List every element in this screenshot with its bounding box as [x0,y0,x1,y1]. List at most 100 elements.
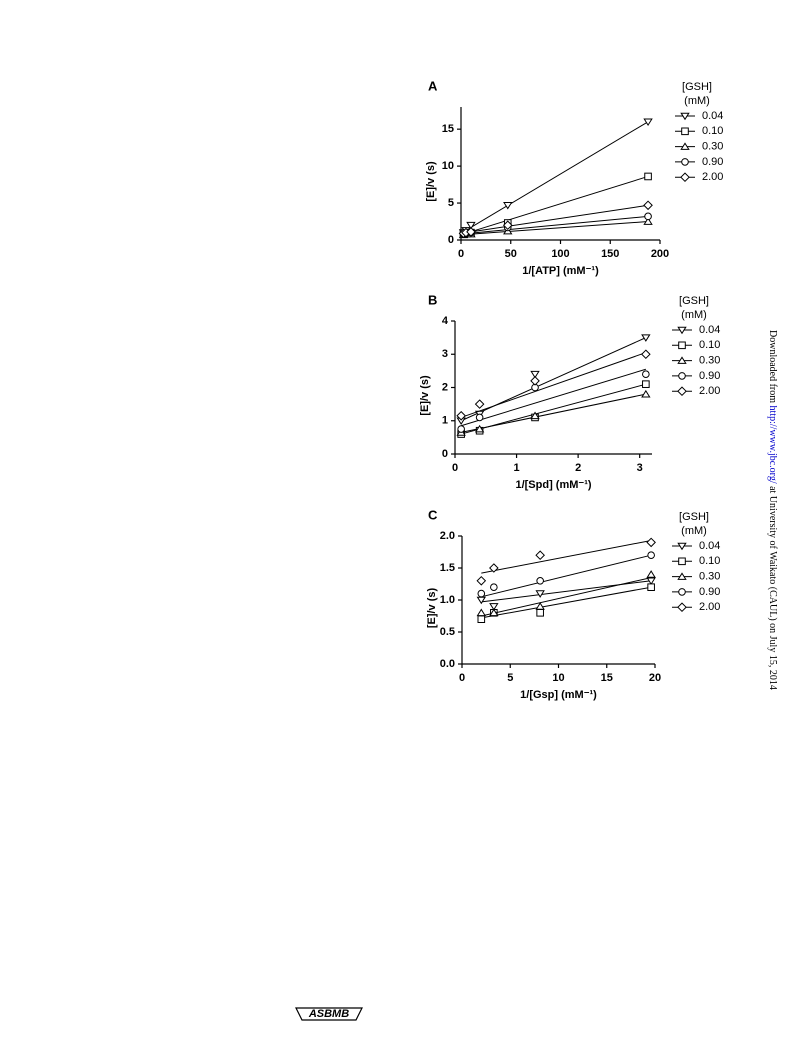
x-tick-label: 5 [507,672,513,684]
data-point [466,221,476,230]
data-point [466,227,476,237]
fit-line [460,221,649,236]
data-point [530,376,540,386]
y-tick-label: 1.0 [440,594,455,606]
legend-marker [677,356,687,364]
data-point [502,220,513,231]
data-point [489,563,499,573]
download-prefix: Downloaded from [767,330,778,406]
data-point [535,550,545,561]
legend-marker [678,557,686,566]
y-tick-label: 0.0 [440,658,455,670]
logo-text: ASBMB [308,1008,349,1020]
legend-label: 0.10 [699,339,720,351]
legend-title: (mM) [681,309,707,321]
download-note: Downloaded from http://www.jbc.org/ at U… [767,330,778,690]
y-tick-label: 3 [442,348,448,360]
fit-line [460,337,647,422]
x-tick-label: 2 [575,462,581,474]
data-point [647,551,655,560]
legend-marker [678,372,686,380]
legend-title: (mM) [684,95,710,107]
data-point [477,589,486,598]
logo-frame [295,1007,363,1021]
legend-label: 0.04 [702,110,723,122]
y-tick-label: 0 [448,234,454,246]
fit-line [481,586,652,619]
y-axis-label: [E]/v (s) [426,587,438,628]
data-point [476,575,487,586]
data-point [644,212,652,221]
legend-label: 0.30 [699,355,720,367]
fit-line [461,393,646,433]
legend-title: [GSH] [682,81,712,93]
download-suffix: at University of Waikato (CAUL) on July … [767,484,778,690]
data-point [641,334,651,342]
x-tick-label: 10 [552,672,564,684]
fit-line [461,368,646,427]
legend-marker [680,112,690,121]
data-point [474,399,485,409]
panel-label: A [428,78,438,93]
data-point [646,570,656,578]
data-point [476,596,487,605]
legend-marker [677,572,687,580]
y-tick-label: 10 [442,160,454,172]
panel-label: C [428,507,438,522]
fit-line [460,204,649,234]
data-point [456,410,466,421]
legend-label: 0.10 [702,125,723,137]
y-axis-label: [E]/v (s) [425,161,437,202]
x-tick-label: 100 [551,248,569,260]
data-point [490,583,498,592]
legend-title: (mM) [681,525,707,537]
data-point [647,583,655,592]
data-point [476,608,487,617]
data-point [535,590,545,598]
y-tick-label: 0 [442,448,448,460]
x-tick-label: 20 [649,672,661,684]
legend-marker [678,341,686,350]
legend-label: 0.30 [702,141,723,153]
data-point [646,537,656,548]
data-point [642,370,650,379]
data-point [536,609,544,617]
legend-marker [681,127,689,136]
data-point [641,349,651,360]
data-point [530,411,540,420]
data-point [642,380,650,388]
data-point [643,118,653,127]
data-point [475,413,484,422]
x-tick-label: 1 [514,462,520,474]
x-tick-label: 0 [452,462,458,474]
legend-label: 2.00 [702,171,723,183]
data-point [535,602,545,610]
y-tick-label: 2.0 [440,530,455,542]
fit-line [460,215,649,235]
x-tick-label: 0 [459,672,465,684]
y-tick-label: 1.5 [440,562,455,574]
fit-line [481,539,652,574]
y-tick-label: 0.5 [440,626,455,638]
legend-label: 0.04 [699,324,720,336]
data-point [503,201,513,210]
fit-line [481,554,652,598]
legend-label: 2.00 [699,601,720,613]
legend-marker [677,326,687,335]
x-tick-label: 200 [651,248,669,260]
download-link[interactable]: http://www.jbc.org/ [767,406,778,484]
legend-label: 0.04 [699,540,720,552]
data-point [643,217,653,225]
x-axis-label: 1/[ATP] (mM⁻¹) [522,265,599,277]
data-point [643,200,653,211]
y-tick-label: 2 [442,381,448,393]
data-point [644,172,652,181]
legend-label: 0.90 [699,586,720,598]
fit-line [460,175,649,236]
data-point [641,389,651,398]
legend-title: [GSH] [679,295,709,307]
legend-label: 0.30 [699,571,720,583]
legend-marker [681,158,689,166]
